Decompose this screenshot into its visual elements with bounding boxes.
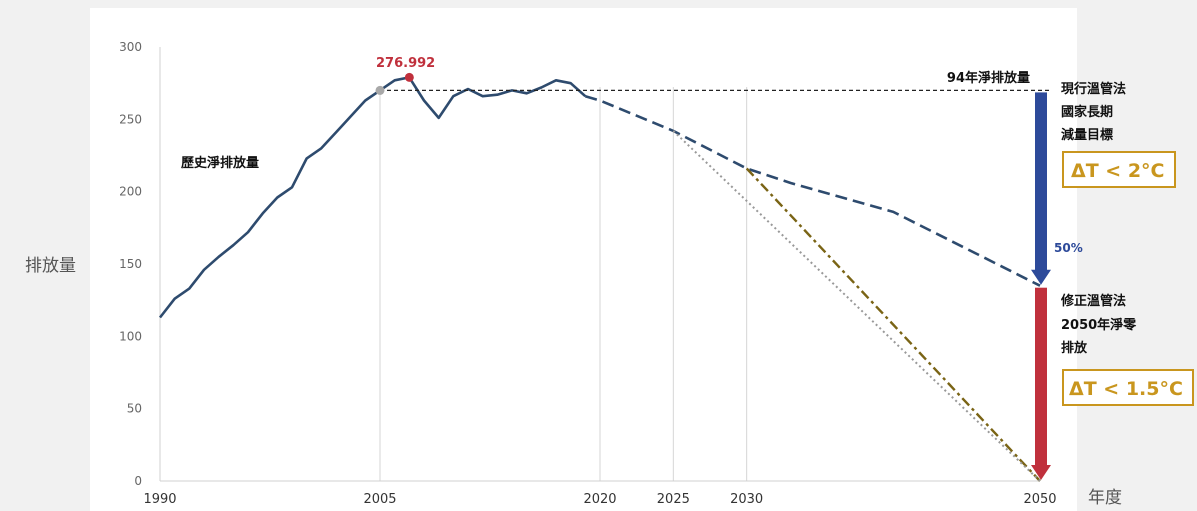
current-law-label-line-2: 國家長期 — [1061, 104, 1113, 120]
peak-point — [404, 72, 414, 82]
y-tick-50: 50 — [127, 402, 142, 416]
arrow-shaft-blue — [1035, 92, 1047, 272]
percent-label: 50% — [1054, 241, 1083, 255]
series-line-2-dash-dot — [745, 167, 1041, 482]
series-line-3-dotted — [672, 130, 1041, 482]
amended-law-target-box — [1062, 369, 1194, 406]
grid-layer — [379, 87, 748, 481]
amended-law-label-line-3: 排放 — [1061, 340, 1088, 356]
arrow-shaft-red — [1035, 287, 1047, 467]
x-axis-label: 年度 — [1088, 488, 1122, 508]
current-law-label-line-1: 現行溫管法 — [1061, 81, 1126, 97]
x-tick-2020: 2020 — [583, 492, 616, 507]
base-year-point — [375, 85, 385, 95]
amended-law-target-text: ΔT < 1.5°C — [1069, 378, 1183, 400]
arrow-head-red — [1031, 465, 1051, 480]
current-law-target-text: ΔT < 2°C — [1071, 160, 1164, 182]
x-tick-2050: 2050 — [1023, 492, 1056, 507]
x-tick-2005: 2005 — [363, 492, 396, 507]
target-arrows — [1031, 92, 1051, 480]
x-tick-1990: 1990 — [143, 492, 176, 507]
x-tick-2025: 2025 — [657, 492, 690, 507]
arrow-head-blue — [1031, 269, 1051, 285]
y-tick-250: 250 — [119, 112, 142, 126]
current-law-target-box — [1062, 151, 1176, 188]
y-tick-labels: 0 50 100 150 200 250 300 — [119, 40, 142, 488]
amended-law-label-line-1: 修正溫管法 — [1060, 293, 1126, 309]
y-tick-0: 0 — [134, 474, 142, 488]
peak-value-label: 276.992 — [376, 56, 435, 71]
y-tick-300: 300 — [119, 40, 142, 54]
amended-law-label-line-2: 2050年淨零 — [1061, 317, 1137, 333]
y-tick-100: 100 — [119, 329, 142, 343]
highlight-points — [375, 72, 414, 95]
y-tick-150: 150 — [119, 257, 142, 271]
y-tick-200: 200 — [119, 185, 142, 199]
history-series-label: 歷史淨排放量 — [181, 155, 259, 171]
axis-layer — [159, 47, 1040, 482]
series-line-0-solid — [158, 76, 587, 319]
y-axis-label: 排放量 — [25, 256, 76, 276]
series-line-1-dashed — [584, 94, 1041, 287]
current-law-label-line-3: 減量目標 — [1061, 127, 1113, 143]
chart-panel — [90, 8, 1077, 511]
x-tick-2030: 2030 — [730, 492, 763, 507]
reference-line-label: 94年淨排放量 — [947, 70, 1030, 86]
x-tick-labels: 1990 2005 2020 2025 2030 2050 — [143, 492, 1056, 507]
